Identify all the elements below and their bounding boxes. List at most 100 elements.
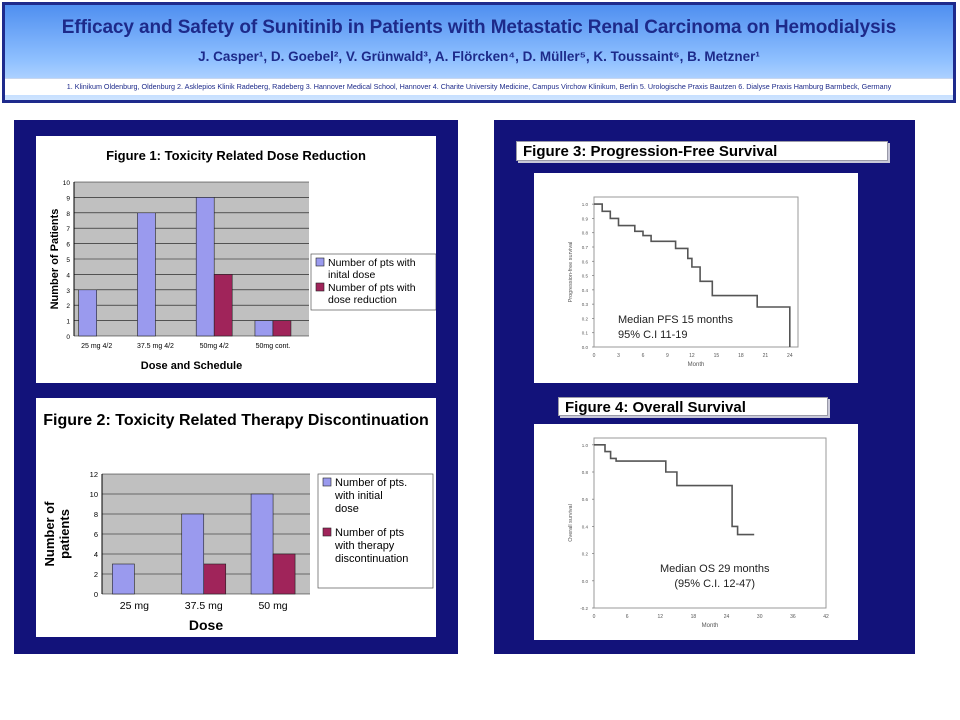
y-tick-label: 4	[66, 272, 70, 279]
y-tick-label: 0.7	[582, 245, 589, 250]
y-tick-label: 12	[90, 470, 98, 479]
x-tick-label: 6	[642, 353, 645, 359]
y-tick-label: 1	[66, 319, 70, 326]
x-tick-label: 12	[689, 353, 695, 359]
legend-label: Number of pts	[335, 527, 405, 539]
x-tick-label: 37.5 mg	[185, 600, 223, 612]
bar	[250, 493, 274, 595]
bar	[203, 563, 227, 595]
figure-3-chart: 0.0 0.1 0.2 0.3 0.4 0.5 0.6 0.7 0.8 0.9 1.0 0 3 6 9 12 1…	[568, 196, 799, 368]
bar	[254, 320, 274, 337]
x-axis-title: Month	[702, 623, 719, 629]
figure-4-chart: -0.2 0.0 0.2 0.4 0.6 0.8 1.0 0 6 12 18 24 30 36 42 Mont…	[568, 437, 829, 629]
os-annotation: Median OS 29 months (95% C.I. 12-47)	[660, 562, 769, 592]
legend-label: inital dose	[328, 269, 375, 281]
survival-curve	[594, 444, 755, 536]
y-tick-label: 0.9	[582, 216, 589, 221]
y-tick-label: 10	[63, 180, 71, 187]
legend-box	[317, 473, 434, 589]
legend-label: dose reduction	[328, 294, 397, 306]
legend-label: with therapy	[334, 540, 395, 552]
y-tick-label: 0	[66, 334, 70, 341]
x-tick-label: 9	[666, 353, 669, 359]
y-tick-label: -0.2	[580, 606, 588, 611]
y-tick-label: 0.3	[582, 302, 589, 307]
y-axis-title: Progression-free survival	[568, 242, 574, 303]
x-tick-label: 24	[787, 353, 793, 359]
pfs-median: Median PFS 15 months	[618, 314, 733, 326]
y-tick-label: 0.0	[582, 345, 589, 350]
y-tick-label: 5	[66, 257, 70, 264]
legend-swatch	[315, 282, 325, 292]
y-tick-label: 0.5	[582, 274, 589, 279]
pfs-ci: 95% C.I 11-19	[618, 329, 688, 341]
y-tick-label: 0.6	[582, 259, 589, 264]
x-tick-label: 3	[617, 353, 620, 359]
x-axis-title: Dose and Schedule	[141, 360, 242, 372]
x-tick-label: 50mg 4/2	[200, 343, 229, 350]
legend-box	[310, 253, 436, 311]
legend-label: Number of pts with	[328, 282, 416, 294]
y-tick-label: 0	[94, 590, 98, 599]
y-tick-label: 6	[66, 242, 70, 249]
legend-label: with initial	[334, 490, 383, 502]
bar	[272, 320, 292, 337]
y-tick-label: 4	[94, 550, 98, 559]
legend-swatch	[315, 257, 325, 267]
y-tick-label: 0.6	[582, 497, 589, 502]
bar	[181, 513, 205, 595]
y-tick-label: 0.4	[582, 288, 589, 293]
figure-4-title: Figure 4: Overall Survival	[558, 397, 828, 416]
x-tick-label: 36	[790, 614, 796, 620]
figure-2-title: Figure 2: Toxicity Related Therapy Disco…	[43, 412, 429, 429]
x-tick-label: 6	[626, 614, 629, 620]
y-axis-title: Number of	[42, 501, 57, 567]
y-tick-label: 10	[90, 490, 98, 499]
legend-swatch	[322, 527, 332, 537]
y-tick-label: 0.8	[582, 231, 589, 236]
y-tick-label: 8	[94, 510, 98, 519]
figure-1-chart: 0 1 2 3 4 5 6 7 8 9 10 25 mg 4/2 37.5 mg 4/2 50mg 4/2…	[49, 180, 436, 372]
x-tick-label: 24	[724, 614, 730, 620]
poster-affiliations: 1. Klinikum Oldenburg, Oldenburg 2. Askl…	[5, 78, 953, 95]
x-tick-label: 30	[757, 614, 763, 620]
x-tick-label: 12	[658, 614, 664, 620]
y-tick-label: 0.8	[582, 470, 589, 475]
y-tick-label: 2	[94, 570, 98, 579]
x-axis-title: Dose	[189, 617, 223, 633]
poster-header: Efficacy and Safety of Sunitinib in Pati…	[2, 2, 956, 103]
legend-swatch	[322, 477, 332, 487]
y-tick-label: 0.2	[582, 316, 589, 321]
y-tick-label: 1.0	[582, 443, 589, 448]
x-tick-label: 37.5 mg 4/2	[137, 343, 174, 350]
x-tick-label: 25 mg	[120, 600, 149, 612]
bar	[195, 197, 215, 337]
poster-authors: J. Casper¹, D. Goebel², V. Grünwald³, A.…	[198, 49, 760, 64]
y-tick-label: 0.1	[582, 331, 589, 336]
figure-2-chart: 0 2 4 6 8 10 12 25 mg 37.5 mg 50 mg Dose Number of p…	[42, 470, 434, 633]
x-tick-label: 42	[823, 614, 829, 620]
figure-1-title: Figure 1: Toxicity Related Dose Reductio…	[106, 148, 366, 163]
bar	[78, 289, 98, 337]
y-tick-label: 6	[94, 530, 98, 539]
x-tick-label: 15	[714, 353, 720, 359]
y-axis-title: Overall survival	[568, 504, 574, 542]
y-tick-label: 0.4	[582, 524, 589, 529]
y-tick-label: 0.2	[582, 552, 589, 557]
bar	[112, 563, 135, 595]
legend-label: Number of pts.	[335, 477, 407, 489]
y-tick-label: 7	[66, 226, 70, 233]
y-tick-label: 9	[66, 195, 70, 202]
y-axis-title: Number of Patients	[49, 209, 61, 310]
survival-curve	[594, 203, 791, 347]
y-axis-title: patients	[57, 509, 72, 559]
plot-frame	[593, 196, 799, 348]
legend-label: Number of pts with	[328, 257, 416, 269]
figure-3-title: Figure 3: Progression-Free Survival	[516, 141, 888, 161]
legend-label: dose	[335, 503, 359, 515]
x-tick-label: 25 mg 4/2	[81, 343, 112, 350]
x-tick-label: 50 mg	[258, 600, 287, 612]
legend-label: discontinuation	[335, 553, 408, 565]
x-tick-label: 21	[763, 353, 769, 359]
bar	[137, 212, 156, 337]
